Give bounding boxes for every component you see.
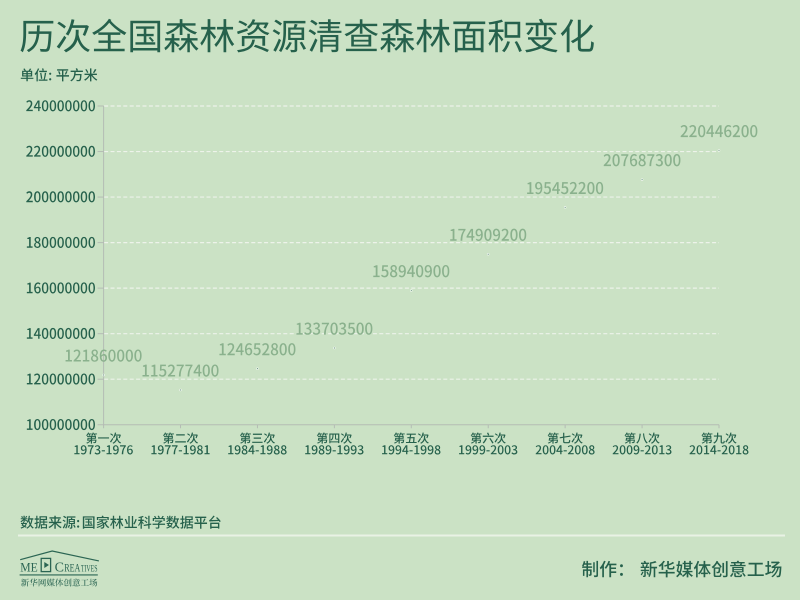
svg-text:REA: REA: [64, 563, 81, 575]
svg-text:ME: ME: [20, 560, 38, 575]
svg-text:C: C: [55, 561, 64, 576]
svg-text:TIVES: TIVES: [81, 564, 98, 574]
